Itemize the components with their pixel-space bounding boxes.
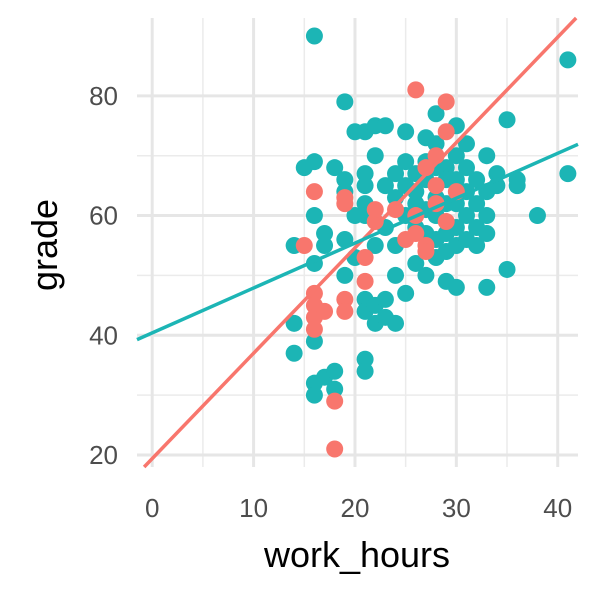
data-point [397, 284, 415, 302]
y-tick-label: 40 [89, 320, 118, 350]
data-point [528, 207, 546, 225]
data-point [316, 302, 334, 320]
data-point [336, 195, 354, 213]
data-point [478, 278, 496, 296]
data-point [437, 93, 455, 111]
data-point [417, 266, 435, 284]
data-point [407, 81, 425, 99]
data-point [407, 254, 425, 272]
data-point [366, 147, 384, 165]
data-point [305, 207, 323, 225]
data-point [376, 290, 394, 308]
data-point [316, 236, 334, 254]
y-tick-label: 80 [89, 81, 118, 111]
data-point [356, 177, 374, 195]
data-point [336, 302, 354, 320]
data-point [316, 225, 334, 243]
y-tick-label: 60 [89, 201, 118, 231]
data-point [437, 123, 455, 141]
data-point [356, 272, 374, 290]
x-tick-label: 30 [442, 493, 471, 523]
data-point [376, 117, 394, 135]
data-point [305, 320, 323, 338]
data-point [305, 386, 323, 404]
data-point [457, 159, 475, 177]
data-point [336, 171, 354, 189]
data-point [326, 159, 344, 177]
data-point [387, 314, 405, 332]
data-point [285, 314, 303, 332]
data-point [356, 362, 374, 380]
major-grid [137, 18, 578, 467]
data-point [417, 242, 435, 260]
data-point [346, 207, 364, 225]
data-point [356, 165, 374, 183]
data-point [326, 392, 344, 410]
data-point [295, 236, 313, 254]
data-point [427, 105, 445, 123]
x-tick-label: 40 [543, 493, 572, 523]
data-point [427, 177, 445, 195]
data-point [447, 147, 465, 165]
data-point [336, 93, 354, 111]
data-point [397, 177, 415, 195]
data-point [437, 213, 455, 231]
data-point [387, 201, 405, 219]
data-point [498, 260, 516, 278]
data-point [478, 207, 496, 225]
data-point [447, 278, 465, 296]
data-point [366, 201, 384, 219]
data-point [478, 225, 496, 243]
data-point [336, 290, 354, 308]
data-point [366, 213, 384, 231]
data-point [468, 195, 486, 213]
data-point [326, 440, 344, 458]
regression-line [136, 142, 579, 342]
x-tick-label: 0 [145, 493, 159, 523]
data-point [356, 248, 374, 266]
data-point [498, 111, 516, 129]
data-point [305, 332, 323, 350]
data-point [468, 171, 486, 189]
data-point [305, 183, 323, 201]
x-axis-title: work_hours [263, 534, 450, 575]
data-point [397, 153, 415, 171]
data-point [366, 236, 384, 254]
data-point [397, 123, 415, 141]
data-point [305, 27, 323, 45]
data-point [559, 165, 577, 183]
data-point [387, 165, 405, 183]
x-tick-label: 10 [239, 493, 268, 523]
y-axis-title: grade [24, 199, 65, 291]
x-tick-label: 20 [341, 493, 370, 523]
data-point [326, 362, 344, 380]
data-point [457, 207, 475, 225]
fit-lines [136, 16, 579, 469]
data-points [285, 27, 577, 458]
tick-labels: 0 10 20 30 40 20 40 60 80 [89, 81, 572, 523]
data-point [478, 147, 496, 165]
data-point [457, 135, 475, 153]
data-point [387, 266, 405, 284]
data-point [305, 284, 323, 302]
data-point [508, 177, 526, 195]
data-point [447, 171, 465, 189]
data-point [407, 225, 425, 243]
data-point [468, 236, 486, 254]
data-point [326, 380, 344, 398]
data-point [285, 344, 303, 362]
data-point [305, 153, 323, 171]
data-point [336, 231, 354, 249]
data-point [559, 51, 577, 69]
y-tick-label: 20 [89, 440, 118, 470]
data-point [336, 266, 354, 284]
data-point [356, 350, 374, 368]
data-point [427, 135, 445, 153]
data-point [376, 177, 394, 195]
